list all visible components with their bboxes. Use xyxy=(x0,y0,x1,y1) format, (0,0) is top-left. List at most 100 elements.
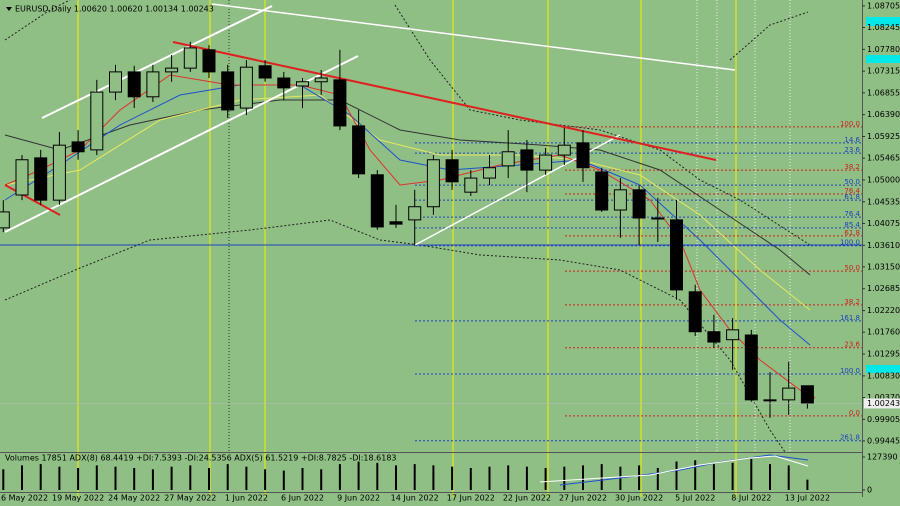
candle-body xyxy=(651,217,665,220)
y-tick-label: 1.04075 xyxy=(867,219,900,228)
level-label: 61.8 xyxy=(844,229,860,237)
y-tick-label: 1.05465 xyxy=(867,154,900,163)
candle-body xyxy=(370,174,384,228)
y-tick-label: 1.00370 xyxy=(867,393,900,402)
candle-body xyxy=(707,331,721,343)
chart-title: EURUSD,Daily 1.00620 1.00620 1.00134 1.0… xyxy=(15,5,214,14)
candle-body xyxy=(408,206,422,221)
volume-bar xyxy=(787,465,790,490)
volume-bar xyxy=(507,465,510,490)
y-tick-label: 1.00830 xyxy=(867,371,900,380)
volume-bar xyxy=(320,469,323,490)
candle-body xyxy=(277,77,291,89)
level-label: 261.8 xyxy=(840,434,860,442)
volume-bar xyxy=(432,465,435,490)
level-label: 100.0 xyxy=(840,367,860,375)
y-tick-label: 1.06855 xyxy=(867,88,900,97)
level-label: 23.6 xyxy=(844,341,860,349)
candle-body xyxy=(314,77,328,83)
candle-body xyxy=(258,65,272,79)
x-tick-label: 5 Jul 2022 xyxy=(675,494,715,503)
candle-body xyxy=(782,387,796,401)
level-label: 38.2 xyxy=(844,298,860,306)
x-tick-label: 14 Jun 2022 xyxy=(391,494,439,503)
level-label: 14.6 xyxy=(844,136,860,144)
volume-bar xyxy=(769,464,771,490)
level-label: 100.0 xyxy=(840,239,860,247)
candle-body xyxy=(202,49,216,73)
volume-bar xyxy=(2,469,5,490)
indicator-label: Volumes 17851 ADX(8) 68.4419 +DI:7.5393 … xyxy=(5,454,397,463)
volume-bar xyxy=(133,467,136,490)
candle-body xyxy=(426,159,440,208)
candle-body xyxy=(0,211,10,229)
menu-arrow[interactable] xyxy=(6,7,12,11)
x-tick-label: 24 May 2022 xyxy=(108,494,160,503)
candle-body xyxy=(613,189,627,211)
level-label: 50.0 xyxy=(844,264,860,272)
adx-lines xyxy=(539,454,809,486)
candle-body xyxy=(165,67,179,73)
y-tick-label: 1.07780 xyxy=(867,45,900,54)
candle-body xyxy=(127,71,141,98)
level-label: 0.0 xyxy=(849,409,860,417)
volume-bar xyxy=(675,461,678,490)
x-tick-label: 6 Jun 2022 xyxy=(281,494,324,503)
candle-body xyxy=(34,157,48,201)
candle-body xyxy=(90,91,104,151)
level-label: 76.4 xyxy=(844,187,860,195)
candle-body xyxy=(221,71,235,111)
volume-bar xyxy=(563,466,566,490)
volume-bar xyxy=(208,467,210,490)
volume-bar xyxy=(395,465,397,490)
x-tick-label: 17 Jun 2022 xyxy=(447,494,495,503)
volume-bar xyxy=(806,479,809,490)
candle-body xyxy=(109,71,122,93)
y-tick-label: 0.99905 xyxy=(867,415,900,424)
level-label: 100.0 xyxy=(840,120,860,128)
candle-body xyxy=(726,329,740,341)
candles xyxy=(0,41,814,418)
x-tick-label: 27 Jun 2022 xyxy=(559,494,607,503)
volume-bar xyxy=(151,469,154,490)
volume-bar xyxy=(264,469,267,490)
volume-panel: 127390 0 xyxy=(2,453,898,495)
level-label: 23.6 xyxy=(844,146,860,154)
candle-body xyxy=(296,81,309,87)
candle-body xyxy=(15,159,29,196)
candle-body xyxy=(445,159,459,183)
y-tick-label: 1.08245 xyxy=(867,23,900,32)
candle-body xyxy=(183,47,197,69)
candle-body xyxy=(71,141,85,153)
volume-bar xyxy=(245,466,248,490)
x-tick-label: 30 Jun 2022 xyxy=(615,494,663,503)
x-tick-label: 13 Jul 2022 xyxy=(785,494,830,503)
candle-body xyxy=(52,144,66,201)
candle-body xyxy=(520,149,534,171)
y-tick-label: 1.05925 xyxy=(867,132,900,141)
candle-body xyxy=(239,66,253,109)
candle-body xyxy=(632,189,646,219)
volume-bar xyxy=(189,465,192,490)
candle-body xyxy=(670,219,683,291)
volume-bar xyxy=(58,466,61,490)
x-tick-label: 22 Jun 2022 xyxy=(503,494,551,503)
candle-body xyxy=(744,334,758,401)
y-tick-label: 1.05000 xyxy=(867,175,900,184)
y-tick-label: 1.03150 xyxy=(867,262,900,271)
volume-bar xyxy=(638,465,641,490)
candle-body xyxy=(146,71,160,98)
candle-body xyxy=(595,171,609,211)
volume-bar xyxy=(338,464,341,490)
candle-body xyxy=(464,177,478,193)
volume-bar xyxy=(544,467,547,490)
candle-body xyxy=(557,144,571,156)
volume-bar xyxy=(469,467,472,490)
x-tick-label: 1 Jun 2022 xyxy=(225,494,268,503)
candle-body xyxy=(763,399,777,402)
volume-bar xyxy=(21,465,23,490)
level-label: 38.2 xyxy=(844,163,860,171)
candle-body xyxy=(576,142,590,169)
current-price-box xyxy=(864,398,900,409)
